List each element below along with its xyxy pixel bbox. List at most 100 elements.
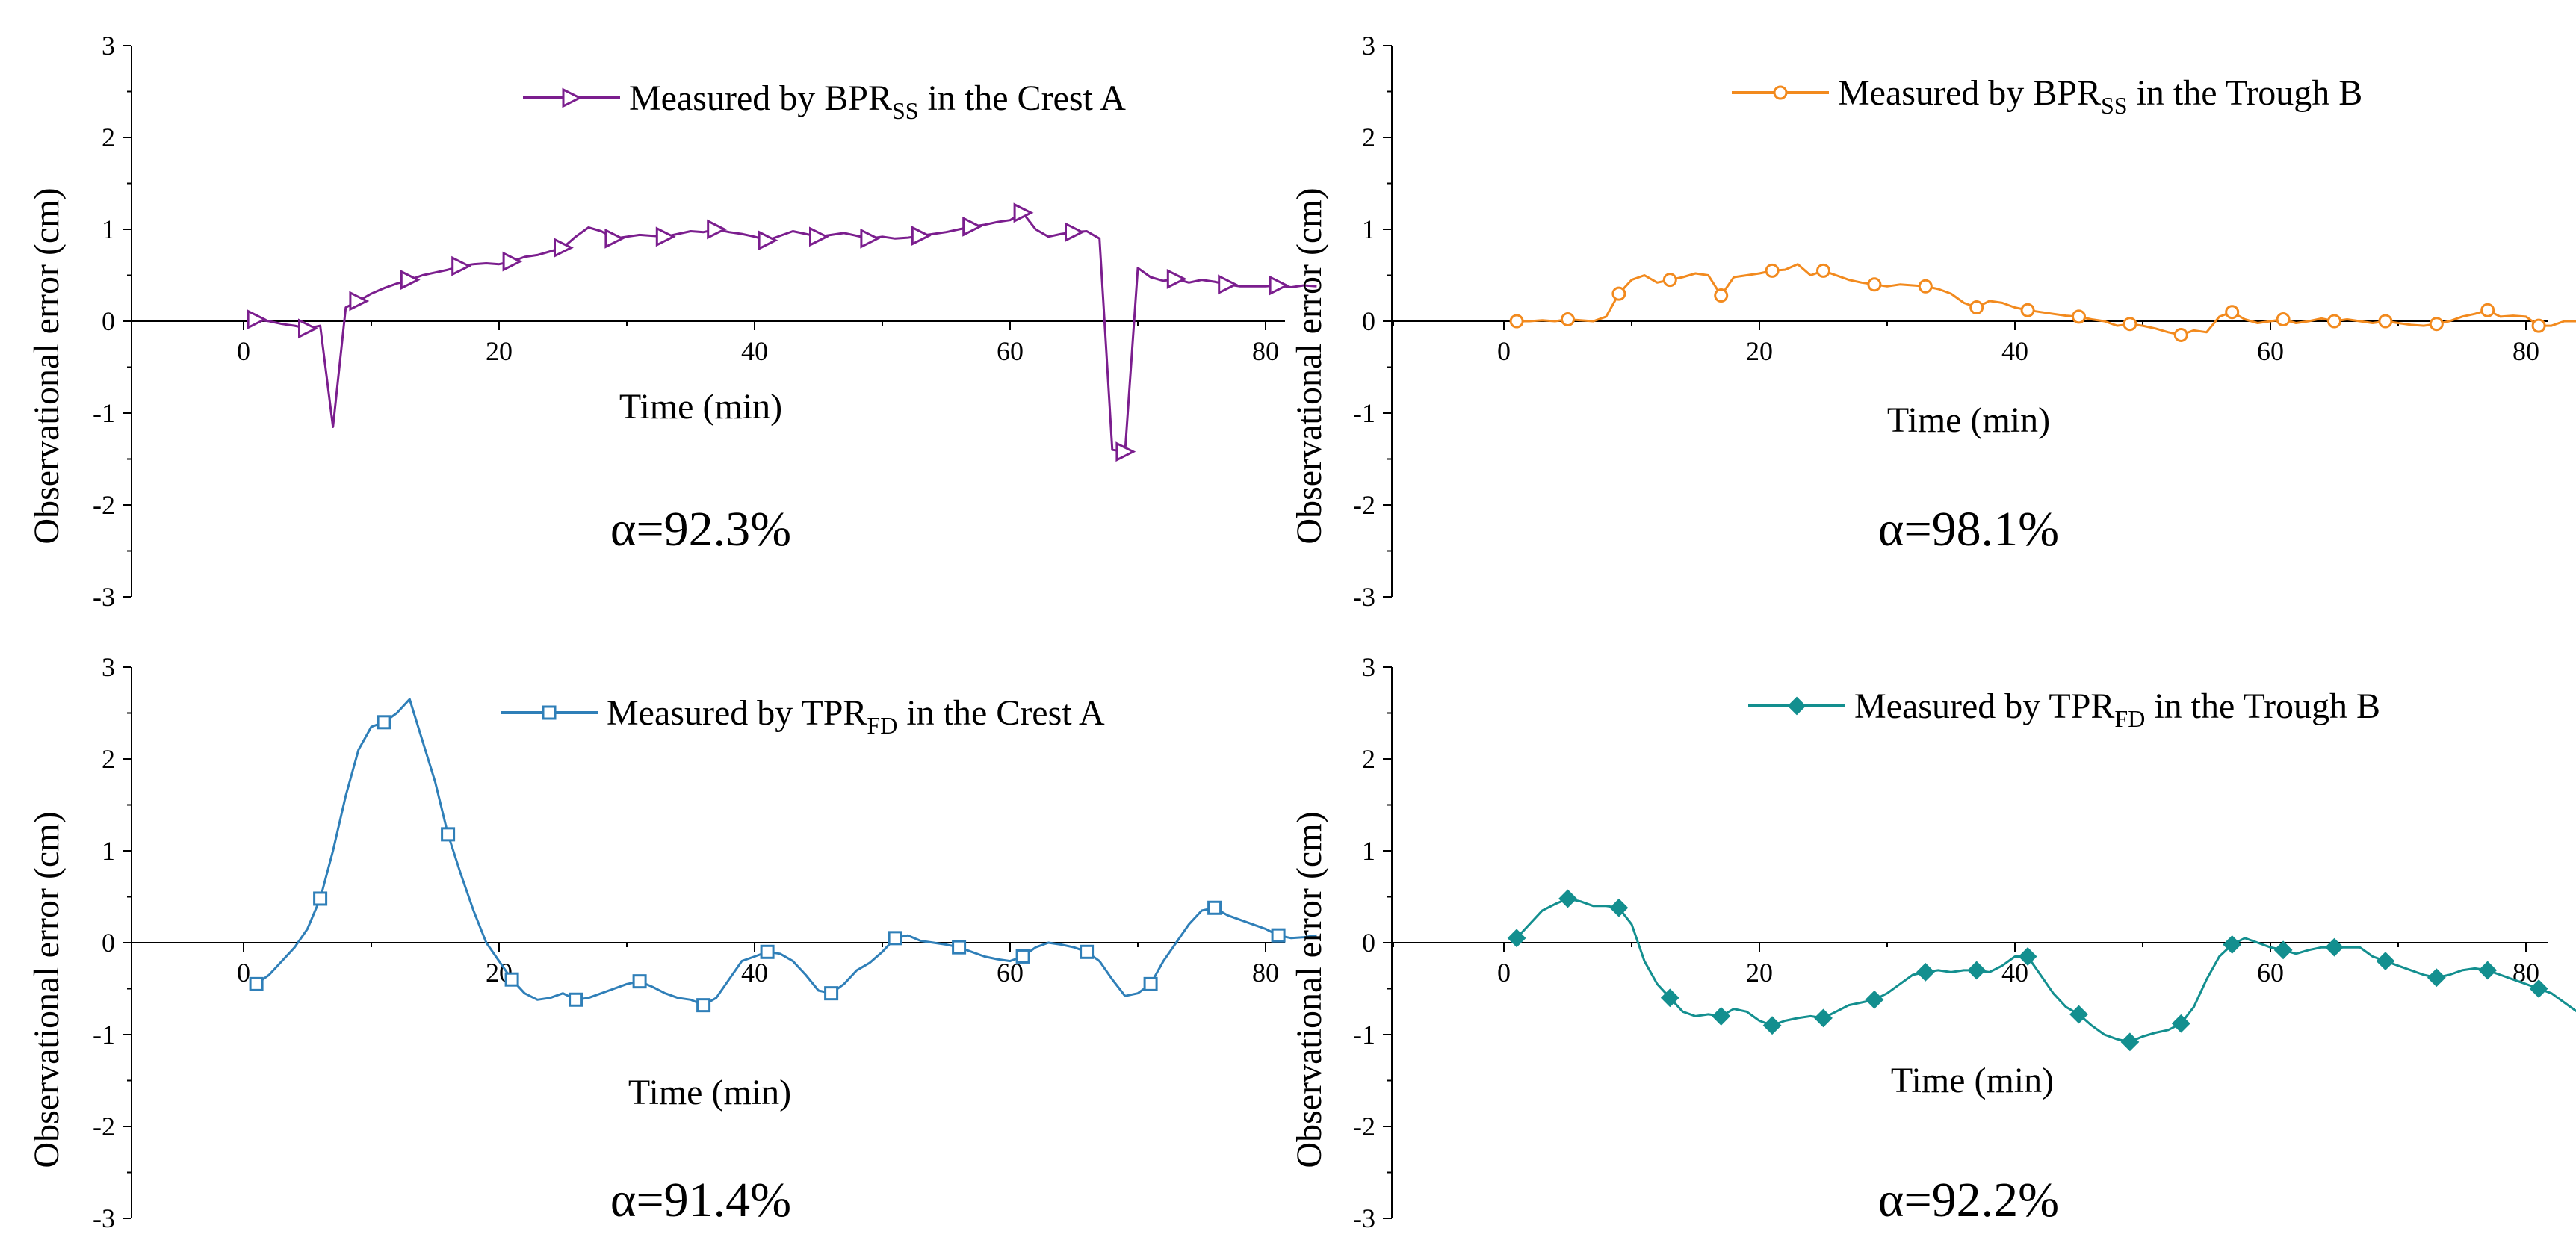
x-tick-label: 20 — [486, 336, 513, 366]
data-point — [809, 226, 829, 247]
x-tick-label: 40 — [741, 958, 768, 988]
y-tick-label: -3 — [93, 1203, 115, 1233]
data-point — [349, 291, 370, 312]
y-axis-label: Observational error (cm) — [27, 811, 66, 1168]
data-point — [1558, 889, 1577, 908]
y-tick-label: -2 — [93, 1112, 115, 1141]
data-point — [1015, 949, 1030, 964]
data-point — [298, 318, 318, 339]
data-point — [911, 226, 932, 247]
data-point — [1611, 286, 1626, 301]
alpha-annotation: α=98.1% — [1878, 502, 2059, 557]
data-point — [1867, 277, 1882, 292]
legend-marker-shape — [542, 705, 557, 720]
y-tick-label: 2 — [1362, 744, 1375, 774]
y-tick-label: -1 — [93, 1020, 115, 1050]
panel-top-left: Observational error (cm) Time (min) α=92… — [27, 31, 1394, 612]
x-tick-label: 80 — [1252, 336, 1279, 366]
y-tick-label: -1 — [1353, 1020, 1375, 1050]
y-tick-label: 2 — [1362, 123, 1375, 152]
y-tick-label: 0 — [102, 306, 115, 336]
legend-label: Measured by BPRSS in the Trough B — [1838, 73, 2362, 119]
series-line — [1516, 897, 2576, 1044]
data-point — [1115, 441, 1136, 462]
data-point — [2325, 937, 2344, 957]
y-axis-label: Observational error (cm) — [1289, 811, 1329, 1168]
y-tick-label: 0 — [1362, 306, 1375, 336]
data-point — [554, 238, 574, 258]
x-tick-label: 40 — [2001, 336, 2028, 366]
data-point — [2478, 961, 2498, 980]
x-tick-label: 80 — [1252, 958, 1279, 988]
data-point — [2123, 317, 2137, 332]
y-tick-label: -3 — [1353, 582, 1375, 612]
x-tick-label: 60 — [997, 336, 1024, 366]
x-axis-label: Time (min) — [1887, 400, 2050, 440]
x-tick-label: 60 — [2257, 336, 2284, 366]
data-point — [1660, 988, 1679, 1008]
panel-top-right: Observational error (cm) Time (min) α=98… — [1289, 31, 2576, 612]
data-point — [377, 715, 391, 730]
data-point — [2429, 317, 2444, 332]
data-point — [451, 255, 472, 276]
y-tick-label: -2 — [93, 490, 115, 520]
y-tick-label: 1 — [102, 836, 115, 866]
data-point — [1714, 288, 1729, 303]
legend-marker — [562, 87, 583, 108]
y-tick-label: -2 — [1353, 490, 1375, 520]
x-tick-label: 80 — [2512, 336, 2539, 366]
data-point — [247, 309, 267, 329]
y-tick-label: 0 — [1362, 928, 1375, 958]
data-point — [962, 216, 983, 237]
legend: Measured by TPRFD in the Crest A — [501, 693, 1105, 739]
x-axis-label: Time (min) — [619, 387, 782, 427]
y-tick-label: 1 — [102, 214, 115, 244]
data-point — [758, 230, 778, 251]
data-point — [2276, 312, 2291, 327]
y-tick-label: -1 — [93, 398, 115, 428]
panel-bottom-left: Observational error (cm) Time (min) α=91… — [27, 652, 1394, 1233]
legend-marker — [542, 705, 557, 720]
alpha-annotation: α=91.4% — [610, 1173, 791, 1227]
y-axis-label: Observational error (cm) — [27, 187, 66, 544]
y-tick-label: -3 — [1353, 1203, 1375, 1233]
y-tick-label: 3 — [1362, 31, 1375, 61]
data-point — [2120, 1032, 2140, 1052]
data-point — [1218, 274, 1239, 295]
data-point — [760, 944, 775, 959]
x-tick-label: 20 — [1746, 958, 1773, 988]
data-point — [1207, 900, 1222, 915]
data-point — [1509, 314, 1524, 329]
data-point — [2018, 947, 2037, 966]
data-point — [2020, 303, 2035, 317]
data-point — [2273, 940, 2293, 960]
data-point — [1967, 961, 1987, 980]
alpha-annotation: α=92.3% — [610, 502, 791, 557]
data-point — [2072, 309, 2086, 324]
data-point — [2225, 305, 2240, 320]
y-tick-label: 2 — [102, 744, 115, 774]
series-line — [256, 698, 1317, 1007]
data-point — [2529, 979, 2548, 998]
x-axis-label: Time (min) — [628, 1073, 791, 1112]
data-point — [2171, 1014, 2190, 1033]
data-point — [1712, 1006, 1731, 1026]
y-tick-label: 3 — [102, 652, 115, 682]
data-point — [1762, 1016, 1782, 1035]
data-point — [400, 270, 421, 291]
x-axis-label: Time (min) — [1891, 1061, 2054, 1100]
data-point — [2480, 303, 2495, 317]
data-point — [1166, 268, 1187, 289]
panel-bottom-right: Observational error (cm) Time (min) α=92… — [1289, 652, 2576, 1233]
data-point — [1969, 300, 1984, 315]
x-tick-label: 80 — [2512, 958, 2539, 988]
data-point — [1271, 928, 1286, 943]
y-tick-label: -3 — [93, 582, 115, 612]
data-point — [441, 827, 456, 842]
alpha-annotation: α=92.2% — [1878, 1173, 2059, 1227]
data-point — [952, 940, 967, 955]
x-tick-label: 0 — [237, 958, 250, 988]
y-axis-label: Observational error (cm) — [1289, 187, 1329, 544]
data-point — [1609, 898, 1629, 917]
